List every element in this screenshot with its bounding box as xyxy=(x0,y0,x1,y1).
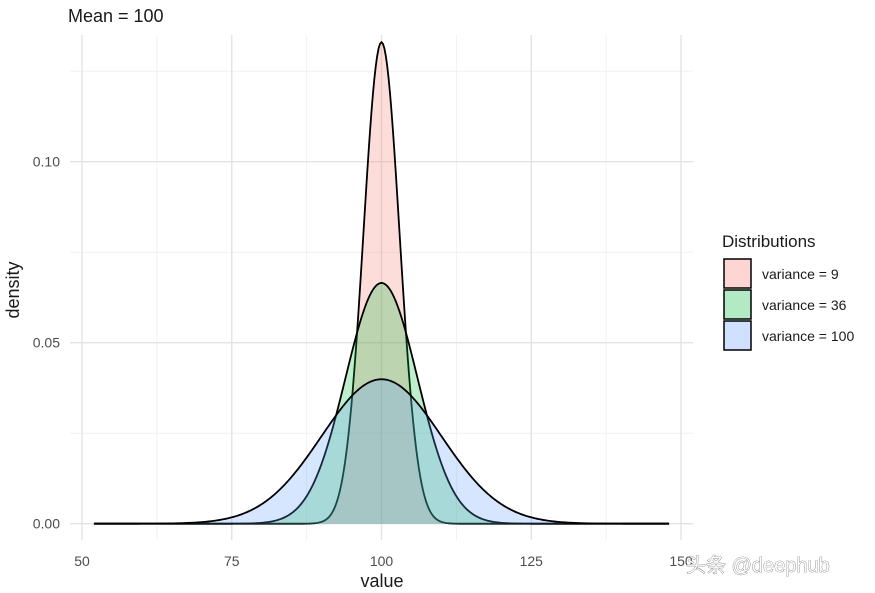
legend-key-2 xyxy=(723,289,752,320)
x-tick-label: 150 xyxy=(669,553,693,569)
x-tick-label: 75 xyxy=(224,553,240,569)
density-area-3 xyxy=(93,379,670,524)
y-tick-label: 0.05 xyxy=(33,335,60,351)
watermark-text: 头条 @deephub xyxy=(686,554,830,577)
legend-label-1: variance = 9 xyxy=(762,266,839,282)
x-tick-label: 50 xyxy=(74,553,90,569)
legend-key-3 xyxy=(723,320,752,351)
x-tick-label: 125 xyxy=(520,553,544,569)
density-area-2 xyxy=(93,282,670,524)
legend-title: Distributions xyxy=(722,232,816,251)
legend-label-2: variance = 36 xyxy=(762,297,847,313)
y-axis-label: density xyxy=(3,261,23,318)
chart-title: Mean = 100 xyxy=(68,6,164,26)
x-tick-label: 100 xyxy=(370,553,394,569)
x-axis-label: value xyxy=(360,571,403,591)
legend: Distributions variance = 9 variance = 36 v… xyxy=(722,232,854,351)
legend-key-1 xyxy=(723,258,752,289)
y-tick-label: 0.10 xyxy=(33,154,60,170)
density-line-3 xyxy=(93,378,670,525)
legend-label-3: variance = 100 xyxy=(762,328,854,344)
axes: 50 75 100 125 150 0.00 0.05 0.10 xyxy=(33,154,693,569)
density-areas xyxy=(93,40,670,525)
y-tick-label: 0.00 xyxy=(33,516,60,532)
